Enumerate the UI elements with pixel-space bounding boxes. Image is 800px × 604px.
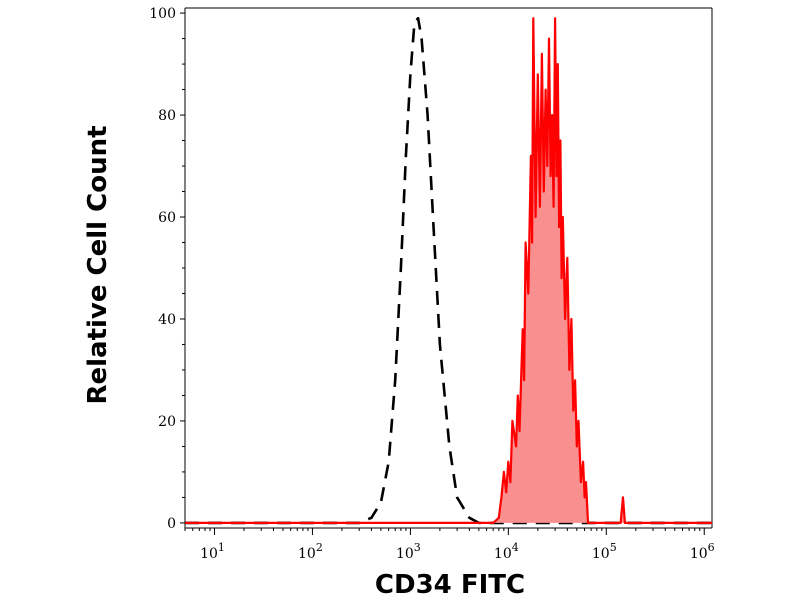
y-tick-label-4: 80 xyxy=(158,108,176,124)
series-0-line xyxy=(185,16,712,525)
y-tick-label-0: 0 xyxy=(167,516,176,532)
x-tick-label-4: 105 xyxy=(592,541,617,562)
x-tick-label-0: 101 xyxy=(200,541,225,562)
y-tick-label-3: 60 xyxy=(158,210,176,226)
y-tick-label-5: 100 xyxy=(149,6,176,22)
y-axis: 0 20 40 60 80 100 xyxy=(149,6,185,532)
y-axis-label: Relative Cell Count xyxy=(83,125,113,405)
x-axis: 101 102 103 104 105 106 xyxy=(184,528,715,562)
series-1-fill xyxy=(185,18,712,523)
series-1-line xyxy=(185,17,712,524)
y-tick-label-1: 20 xyxy=(158,414,176,430)
y-tick-label-2: 40 xyxy=(158,312,176,328)
x-tick-label-1: 102 xyxy=(298,541,323,562)
x-axis-label: CD34 FITC xyxy=(374,570,526,600)
x-tick-label-2: 103 xyxy=(396,541,421,562)
series-layer xyxy=(185,16,712,525)
plot-frame xyxy=(184,7,713,529)
x-tick-label-5: 106 xyxy=(690,541,715,562)
x-tick-label-3: 104 xyxy=(494,541,519,562)
